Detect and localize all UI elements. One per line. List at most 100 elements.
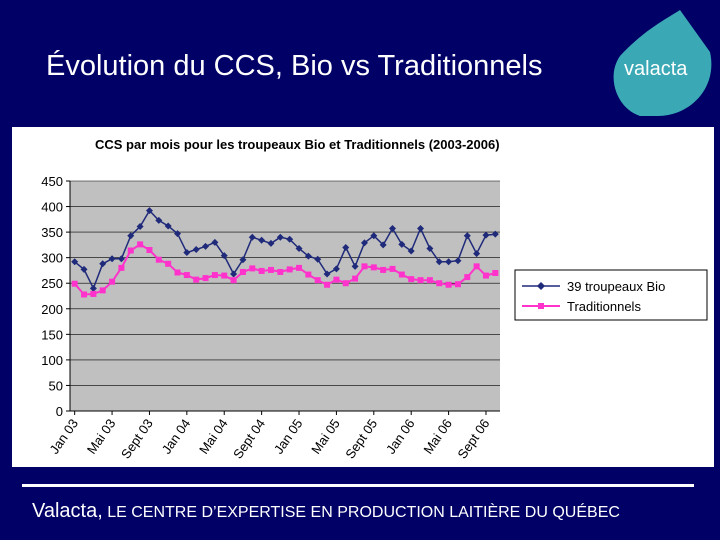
trad-data-point [464, 274, 471, 281]
trad-data-point [211, 272, 218, 279]
y-tick-label: 450 [41, 174, 63, 189]
y-tick-label: 300 [41, 251, 63, 266]
trad-data-point [183, 272, 190, 279]
bio-data-point [314, 255, 322, 263]
bio-data-point [267, 239, 275, 247]
bio-data-point [230, 270, 238, 278]
y-tick-label: 50 [49, 378, 63, 393]
trad-data-point [221, 272, 228, 279]
trad-data-point [165, 260, 172, 267]
trad-data-point [380, 266, 387, 273]
legend-trad-label: Traditionnels [567, 299, 641, 314]
y-tick-label: 150 [41, 327, 63, 342]
bio-data-point [445, 258, 453, 266]
bio-data-point [145, 207, 153, 215]
footer: Valacta, LE CENTRE D’EXPERTISE EN PRODUC… [32, 500, 620, 523]
trad-data-point [137, 241, 144, 248]
bio-data-point [89, 284, 97, 292]
trad-data-point [352, 275, 359, 282]
trad-data-point [81, 291, 88, 298]
plot-area [70, 181, 500, 411]
trad-data-point [361, 263, 368, 270]
bio-data-point [211, 238, 219, 246]
legend: 39 troupeaux Bio Traditionnels [514, 269, 708, 321]
y-tick-label: 100 [41, 353, 63, 368]
bio-data-point [108, 255, 116, 263]
trad-data-point [249, 265, 256, 272]
bio-data-point [286, 235, 294, 243]
trad-data-point [277, 268, 284, 275]
trad-data-point [286, 266, 293, 273]
trad-data-point [305, 271, 312, 278]
series-layer [71, 207, 499, 298]
x-tick-label: Jan 03 [46, 416, 81, 457]
bio-data-point [482, 231, 490, 239]
x-tick-label: Sept 06 [454, 416, 492, 461]
trad-data-point [230, 277, 237, 284]
bio-data-point [220, 252, 228, 260]
bio-data-point [117, 255, 125, 263]
footer-divider [22, 484, 694, 487]
bio-data-point [332, 265, 340, 273]
trad-data-point [314, 277, 321, 284]
x-tick-label: Mai 03 [84, 416, 119, 457]
trad-data-point [482, 272, 489, 279]
bio-data-point [473, 250, 481, 258]
trad-data-point [333, 276, 340, 283]
bio-data-point [491, 230, 499, 238]
trad-data-point [155, 256, 162, 263]
bio-data-point [417, 225, 425, 233]
trad-data-point [118, 264, 125, 271]
trad-data-point [71, 280, 78, 287]
bio-data-point [342, 243, 350, 251]
bio-data-point [71, 258, 79, 266]
trad-data-point [389, 265, 396, 272]
bio-data-point [435, 258, 443, 266]
logo-text: valacta [624, 58, 688, 80]
trad-data-point [202, 275, 209, 282]
bio-data-point [80, 265, 88, 273]
legend-bio-label: 39 troupeaux Bio [567, 279, 665, 294]
bio-data-point [407, 247, 415, 255]
bio-data-point [174, 230, 181, 238]
bio-data-point [463, 232, 471, 240]
trad-data-point [417, 277, 424, 284]
y-tick-label: 400 [41, 200, 63, 215]
trad-data-point [127, 247, 134, 254]
trad-data-point [454, 281, 461, 288]
bio-data-point [99, 260, 107, 268]
legend-box [514, 269, 708, 321]
trad-data-point [109, 278, 116, 285]
logo-drop-shape [613, 10, 712, 116]
trad-data-point [473, 263, 480, 270]
x-tick-label: Mai 05 [308, 416, 343, 457]
bio-data-point [202, 242, 210, 250]
footer-text: LE CENTRE D’EXPERTISE EN PRODUCTION LAIT… [102, 504, 620, 521]
bio-data-point [360, 239, 368, 247]
legend-bio-marker [537, 282, 545, 290]
bio-data-point [183, 249, 191, 257]
bio-data-point [164, 222, 172, 230]
trad-data-point [239, 268, 246, 275]
x-tick-label: Mai 06 [420, 416, 455, 457]
chart-panel: CCS par mois pour les troupeaux Bio et T… [12, 127, 714, 467]
bio-series-line [74, 209, 496, 291]
bio-data-point [239, 256, 247, 264]
valacta-logo: valacta [613, 10, 712, 116]
bio-data-point [136, 222, 144, 230]
trad-data-point [436, 280, 443, 287]
bio-data-point [192, 245, 200, 253]
bio-data-point [379, 241, 387, 249]
trad-series-line [73, 243, 496, 296]
trad-data-point [408, 276, 415, 283]
x-tick-label: Mai 04 [196, 416, 231, 457]
bio-data-point [258, 236, 266, 244]
x-tick-label: Jan 05 [271, 416, 306, 457]
y-tick-label: 200 [41, 302, 63, 317]
bio-data-point [295, 244, 303, 252]
trad-data-point [342, 280, 349, 287]
trad-data-point [99, 287, 106, 294]
ccs-line-chart: CCS par mois pour les troupeaux Bio et T… [41, 137, 708, 461]
bio-data-point [389, 225, 396, 233]
bio-data-point [248, 233, 256, 241]
